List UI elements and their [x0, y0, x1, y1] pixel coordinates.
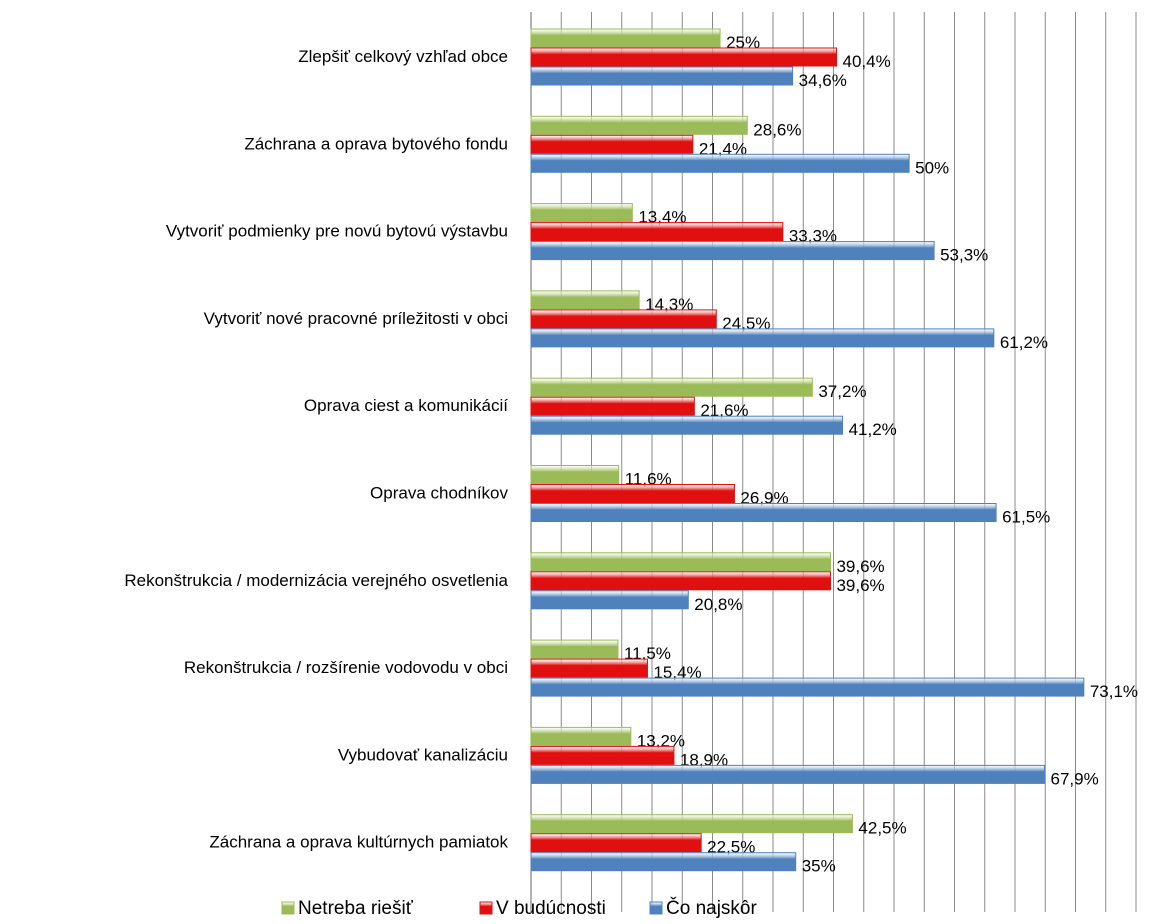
- bar: [530, 484, 735, 503]
- value-label: 11,5%: [624, 644, 671, 663]
- bar: [530, 28, 721, 48]
- value-label: 22,5%: [707, 838, 755, 857]
- value-label: 13,4%: [638, 208, 686, 227]
- bar: [530, 764, 1045, 784]
- value-label: 61,2%: [1000, 333, 1048, 352]
- category-label: Záchrana a oprava kultúrnych pamiatok: [209, 833, 508, 852]
- value-label: 37,2%: [818, 382, 866, 401]
- bar: [530, 241, 935, 261]
- value-label: 21,6%: [700, 401, 748, 420]
- category-label: Rekonštrukcia / modernizácia verejného o…: [124, 571, 508, 590]
- bar: [530, 222, 784, 242]
- bar: [530, 134, 694, 154]
- legend-label: Čo najskôr: [666, 897, 757, 919]
- value-label: 39,6%: [836, 557, 884, 576]
- value-label: 13,2%: [637, 731, 685, 750]
- value-label: 25%: [726, 33, 760, 52]
- bar: [530, 745, 675, 765]
- bar: [530, 66, 794, 86]
- value-label: 35%: [802, 857, 836, 876]
- bar: [530, 465, 620, 484]
- bar: [530, 47, 838, 67]
- value-label: 15,4%: [653, 663, 701, 682]
- bar: [530, 290, 640, 310]
- legend-label: V budúcnosti: [496, 898, 606, 919]
- bar: [530, 153, 910, 173]
- value-label: 42,5%: [858, 819, 906, 838]
- value-label: 26,9%: [740, 488, 788, 507]
- category-label: Záchrana a oprava bytového fondu: [244, 134, 508, 153]
- value-label: 39,6%: [836, 576, 884, 595]
- value-label: 14,3%: [645, 295, 693, 314]
- bar: [530, 552, 831, 572]
- bar: [530, 658, 648, 678]
- bar: [530, 415, 844, 435]
- category-label: Rekonštrukcia / rozšírenie vodovodu v ob…: [184, 658, 508, 677]
- bar: [530, 639, 619, 659]
- value-label: 41,2%: [849, 420, 897, 439]
- bar: [530, 677, 1085, 697]
- bar: [530, 115, 748, 135]
- value-label: 40,4%: [843, 52, 891, 71]
- value-label: 34,6%: [799, 71, 847, 90]
- category-label: Vybudovať kanalizáciu: [338, 745, 508, 764]
- bar: [530, 503, 997, 522]
- value-label: 53,3%: [940, 246, 988, 265]
- bar: [530, 328, 995, 348]
- category-label: Vytvoriť nové pracovné príležitosti v ob…: [204, 309, 508, 328]
- bar: [530, 852, 797, 872]
- value-label: 73,1%: [1090, 682, 1138, 701]
- value-label: 67,9%: [1050, 769, 1098, 788]
- value-label: 33,3%: [789, 227, 837, 246]
- category-label: Zlepšiť celkový vzhľad obce: [298, 47, 508, 66]
- legend-label: Netreba riešiť: [298, 898, 414, 919]
- value-label: 11,6%: [625, 469, 672, 488]
- bar: [530, 590, 689, 610]
- bar: [530, 571, 831, 591]
- legend-swatch: [649, 901, 663, 915]
- bar: [530, 203, 633, 223]
- bar: [530, 814, 853, 834]
- category-label: Vytvoriť podmienky pre novú bytovú výsta…: [166, 222, 508, 241]
- value-label: 18,9%: [680, 750, 728, 769]
- value-label: 21,4%: [699, 139, 747, 158]
- value-label: 24,5%: [722, 314, 770, 333]
- legend-swatch: [281, 901, 295, 915]
- bar: [530, 377, 813, 397]
- bar: [530, 309, 717, 329]
- category-label: Oprava chodníkov: [370, 483, 508, 502]
- bar: [530, 396, 695, 416]
- value-label: 50%: [915, 158, 949, 177]
- category-label: Oprava ciest a komunikácií: [304, 396, 508, 415]
- value-label: 28,6%: [753, 120, 801, 139]
- bar: [530, 833, 702, 853]
- value-label: 20,8%: [694, 595, 742, 614]
- value-label: 61,5%: [1002, 507, 1050, 526]
- legend-swatch: [479, 901, 493, 915]
- bar: [530, 726, 632, 746]
